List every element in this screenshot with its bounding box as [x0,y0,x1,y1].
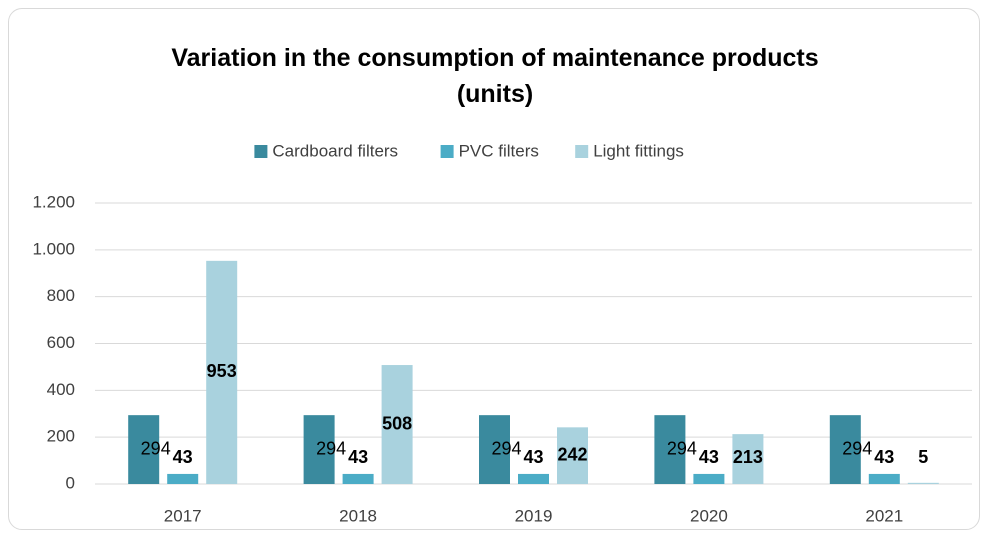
legend-label: Light fittings [593,141,684,160]
y-tick-label: 200 [47,427,75,446]
data-label: 294 [667,438,697,458]
bar [829,415,861,484]
data-label: 43 [348,447,368,467]
legend-swatch [254,145,268,158]
x-tick-label: 2020 [690,506,728,525]
bar [868,473,900,484]
y-tick-label: 600 [47,333,75,352]
bar [303,415,335,484]
legend-label: PVC filters [459,141,539,160]
x-tick-label: 2017 [164,506,202,525]
bar [518,473,549,484]
x-tick-label: 2019 [515,506,553,525]
bar [206,260,238,484]
y-tick-label: 800 [47,286,75,305]
bar [381,365,413,484]
legend-swatch [440,145,454,158]
x-tick-label: 2018 [339,506,377,525]
data-label: 294 [842,438,872,458]
bar [479,415,510,484]
bar [128,415,160,484]
data-label: 953 [207,361,237,381]
bar [167,473,199,484]
bar [654,415,686,484]
bar [732,434,764,484]
data-label: 43 [699,447,719,467]
data-label: 43 [874,447,894,467]
data-label: 43 [523,447,543,467]
data-label: 294 [316,438,346,458]
data-label: 43 [173,447,193,467]
chart-title: Variation in the consumption of maintena… [171,44,819,108]
bar [342,473,374,484]
y-tick-label: 1.200 [32,192,75,211]
data-label: 5 [918,447,928,467]
y-tick-label: 0 [66,473,75,492]
y-tick-label: 1.000 [32,239,75,258]
bar [557,427,588,484]
legend-swatch [575,145,589,158]
data-label: 294 [141,438,171,458]
chart-frame [8,8,980,530]
data-label: 242 [557,444,587,464]
data-label: 294 [491,438,521,458]
bar [693,473,725,484]
data-label: 508 [382,413,412,433]
y-tick-label: 400 [47,380,75,399]
bar [907,482,939,484]
legend-label: Cardboard filters [272,141,398,160]
data-label: 213 [733,447,763,467]
x-tick-label: 2021 [865,506,903,525]
